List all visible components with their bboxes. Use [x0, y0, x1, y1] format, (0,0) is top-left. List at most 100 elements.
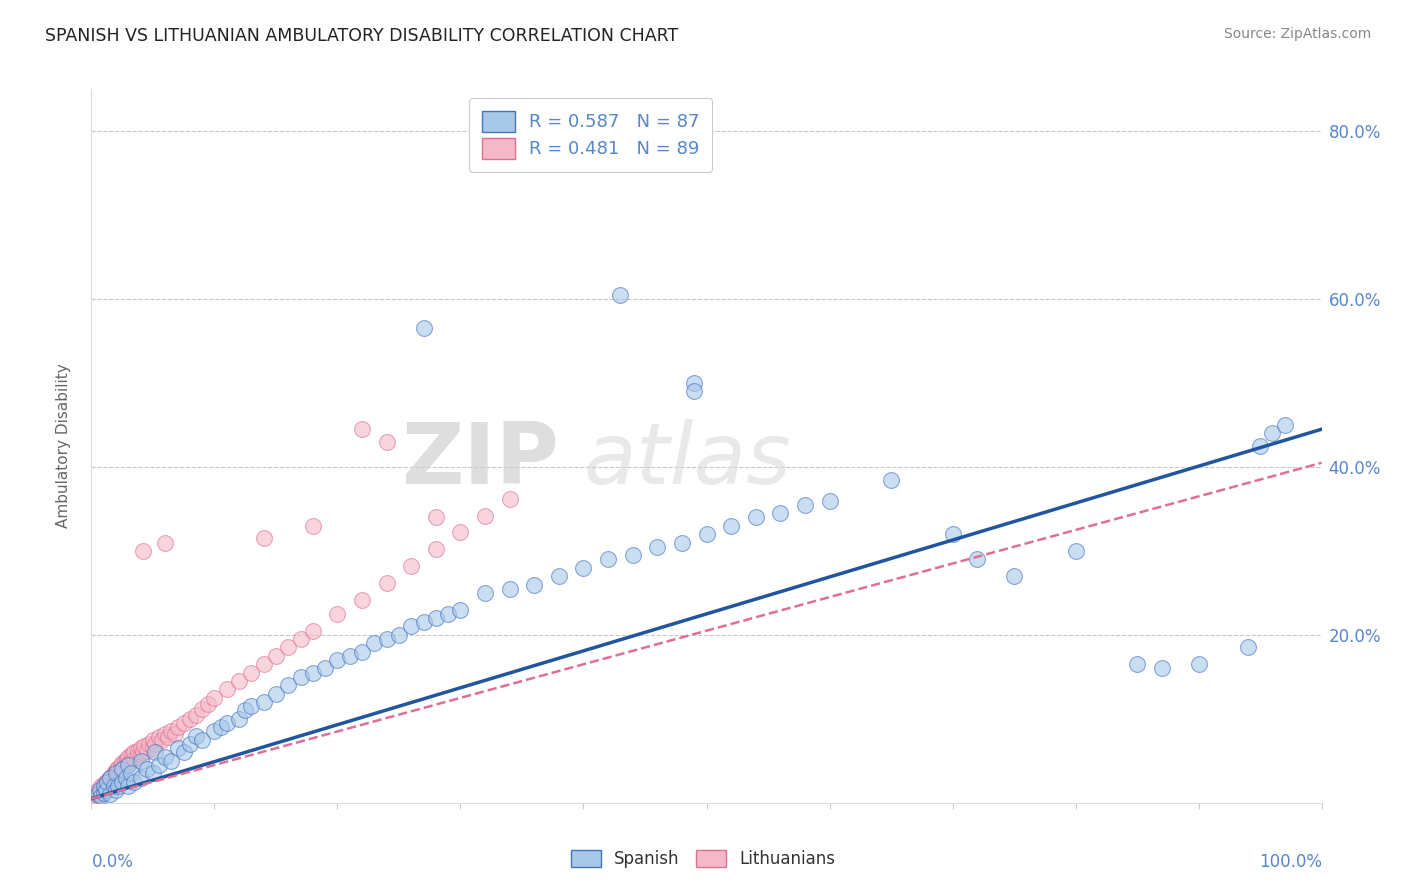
- Point: [124, 774, 146, 789]
- Point: [596, 552, 619, 566]
- Point: [148, 758, 170, 772]
- Point: [339, 648, 361, 663]
- Point: [264, 687, 287, 701]
- Point: [683, 384, 706, 399]
- Point: [111, 762, 134, 776]
- Point: [474, 508, 496, 523]
- Point: [966, 552, 988, 566]
- Point: [375, 434, 398, 449]
- Point: [375, 632, 398, 646]
- Point: [107, 760, 129, 774]
- Text: 0.0%: 0.0%: [91, 853, 134, 871]
- Point: [215, 682, 238, 697]
- Point: [86, 788, 108, 802]
- Point: [114, 758, 138, 772]
- Text: SPANISH VS LITHUANIAN AMBULATORY DISABILITY CORRELATION CHART: SPANISH VS LITHUANIAN AMBULATORY DISABIL…: [45, 27, 678, 45]
- Point: [425, 542, 447, 557]
- Point: [163, 727, 186, 741]
- Point: [745, 510, 768, 524]
- Point: [120, 754, 142, 768]
- Point: [153, 727, 177, 741]
- Point: [150, 732, 173, 747]
- Point: [352, 645, 374, 659]
- Point: [166, 720, 188, 734]
- Point: [105, 766, 127, 780]
- Point: [107, 766, 129, 780]
- Point: [793, 498, 815, 512]
- Point: [86, 789, 108, 803]
- Point: [683, 376, 706, 390]
- Point: [127, 744, 149, 758]
- Point: [108, 764, 131, 778]
- Point: [129, 771, 152, 785]
- Point: [101, 769, 124, 783]
- Point: [720, 518, 742, 533]
- Point: [425, 611, 447, 625]
- Point: [437, 607, 460, 621]
- Point: [352, 592, 374, 607]
- Point: [98, 779, 121, 793]
- Point: [129, 741, 152, 756]
- Point: [240, 699, 263, 714]
- Point: [117, 779, 139, 793]
- Point: [93, 783, 115, 797]
- Point: [105, 774, 127, 789]
- Point: [110, 758, 132, 772]
- Point: [621, 548, 644, 562]
- Point: [145, 746, 166, 760]
- Point: [129, 754, 152, 768]
- Point: [498, 582, 520, 596]
- Point: [148, 731, 170, 745]
- Point: [117, 749, 139, 764]
- Point: [142, 732, 165, 747]
- Text: Source: ZipAtlas.com: Source: ZipAtlas.com: [1223, 27, 1371, 41]
- Point: [124, 752, 146, 766]
- Point: [1187, 657, 1209, 672]
- Point: [100, 774, 122, 789]
- Point: [89, 783, 111, 797]
- Point: [89, 786, 111, 800]
- Point: [179, 737, 201, 751]
- Point: [132, 544, 155, 558]
- Point: [114, 771, 138, 785]
- Point: [129, 747, 152, 761]
- Point: [412, 321, 434, 335]
- Point: [115, 752, 138, 766]
- Point: [125, 749, 148, 764]
- Point: [93, 779, 115, 793]
- Point: [114, 754, 136, 768]
- Point: [425, 510, 447, 524]
- Point: [173, 716, 195, 731]
- Point: [96, 783, 117, 797]
- Point: [111, 756, 134, 770]
- Point: [107, 779, 129, 793]
- Point: [173, 746, 195, 760]
- Point: [191, 702, 214, 716]
- Point: [277, 640, 299, 655]
- Point: [91, 786, 114, 800]
- Point: [375, 575, 398, 590]
- Point: [191, 732, 214, 747]
- Point: [301, 624, 323, 638]
- Point: [132, 746, 155, 760]
- Text: 100.0%: 100.0%: [1258, 853, 1322, 871]
- Point: [105, 762, 128, 776]
- Point: [87, 788, 110, 802]
- Point: [96, 774, 118, 789]
- Point: [209, 720, 232, 734]
- Y-axis label: Ambulatory Disability: Ambulatory Disability: [56, 364, 70, 528]
- Point: [1064, 544, 1087, 558]
- Point: [1150, 661, 1173, 675]
- Point: [145, 737, 166, 751]
- Point: [449, 525, 471, 540]
- Legend: R = 0.587   N = 87, R = 0.481   N = 89: R = 0.587 N = 87, R = 0.481 N = 89: [470, 98, 713, 171]
- Point: [90, 783, 112, 797]
- Point: [1261, 426, 1284, 441]
- Legend: Spanish, Lithuanians: Spanish, Lithuanians: [564, 843, 842, 875]
- Point: [135, 762, 157, 776]
- Point: [228, 674, 250, 689]
- Point: [84, 791, 107, 805]
- Point: [166, 741, 188, 756]
- Point: [301, 665, 323, 680]
- Point: [117, 756, 139, 770]
